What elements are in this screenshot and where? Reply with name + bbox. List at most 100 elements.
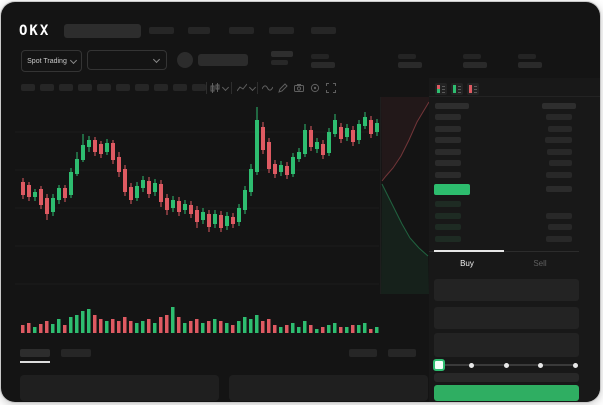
- candle: [183, 204, 187, 210]
- camera-icon[interactable]: [294, 83, 304, 93]
- timeframe-button[interactable]: [21, 84, 35, 91]
- nav-item[interactable]: [149, 27, 174, 34]
- timeframe-button[interactable]: [135, 84, 149, 91]
- book-asks-icon[interactable]: [467, 83, 479, 95]
- volume-bar: [369, 329, 373, 333]
- candle: [363, 117, 367, 126]
- volume-bar: [99, 319, 103, 333]
- nav-item[interactable]: [188, 27, 210, 34]
- slider-stop[interactable]: [469, 363, 474, 368]
- tab-sell[interactable]: Sell: [533, 259, 547, 268]
- ask-price[interactable]: [435, 172, 461, 178]
- candle: [285, 166, 289, 175]
- amount-field[interactable]: [434, 307, 579, 329]
- ask-price[interactable]: [435, 160, 461, 166]
- volume-bar: [177, 317, 181, 333]
- volume-bar: [189, 321, 193, 333]
- volume-bar: [63, 325, 67, 333]
- market-type-dropdown[interactable]: Spot Trading: [21, 50, 82, 72]
- ask-price[interactable]: [435, 126, 461, 132]
- pair-selector-dropdown[interactable]: [87, 50, 167, 70]
- total-field[interactable]: [434, 333, 579, 357]
- volume-bar: [225, 323, 229, 333]
- buy-submit-button[interactable]: [434, 385, 579, 401]
- bid-price[interactable]: [435, 236, 461, 242]
- slider-stop[interactable]: [573, 363, 578, 368]
- volume-bar: [285, 325, 289, 333]
- slider-handle[interactable]: [433, 359, 445, 371]
- bid-price[interactable]: [435, 213, 461, 219]
- search-input[interactable]: [64, 24, 141, 38]
- depth-bids-area: [381, 184, 429, 294]
- toolbar-divider: [257, 82, 258, 94]
- draw-tool-icon[interactable]: [278, 83, 288, 93]
- price-field[interactable]: [434, 279, 579, 301]
- volume-bar: [141, 321, 145, 333]
- candle: [309, 130, 313, 147]
- slider-stop[interactable]: [538, 363, 543, 368]
- candle: [63, 188, 67, 198]
- slider-stop[interactable]: [504, 363, 509, 368]
- candle: [93, 140, 97, 152]
- nav-item[interactable]: [269, 27, 294, 34]
- ticker-stat-label: [311, 54, 329, 59]
- last-price-highlight[interactable]: [434, 184, 470, 195]
- candle-style-icon[interactable]: [210, 83, 220, 93]
- volume-bar: [213, 319, 217, 333]
- nav-item[interactable]: [311, 27, 336, 34]
- volume-bar: [309, 325, 313, 333]
- settings-icon[interactable]: [310, 83, 320, 93]
- candle: [255, 120, 259, 172]
- bid-price[interactable]: [435, 201, 461, 207]
- indicators-icon[interactable]: [237, 83, 247, 93]
- depth-bids-line: [381, 183, 429, 257]
- volume-bar: [69, 317, 73, 333]
- candle: [249, 169, 253, 192]
- book-bids-icon[interactable]: [451, 83, 463, 95]
- volume-bar: [195, 319, 199, 333]
- volume-bar: [105, 321, 109, 333]
- candle: [345, 128, 349, 137]
- candle: [201, 212, 205, 220]
- ticker-stat-label: [518, 54, 536, 59]
- timeframe-button[interactable]: [97, 84, 111, 91]
- candle: [339, 127, 343, 139]
- bottom-tab-orders[interactable]: [20, 349, 50, 357]
- nav-item[interactable]: [229, 27, 254, 34]
- ask-price[interactable]: [435, 149, 461, 155]
- candle: [165, 198, 169, 210]
- ticker-stat-value: [311, 62, 335, 68]
- volume-bar: [327, 325, 331, 333]
- ask-price[interactable]: [435, 137, 461, 143]
- bid-amount: [546, 236, 572, 242]
- candle: [327, 132, 331, 153]
- bottom-tab-history[interactable]: [61, 349, 91, 357]
- timeframe-button[interactable]: [40, 84, 54, 91]
- bottom-action-placeholder[interactable]: [349, 349, 377, 357]
- timeframe-button[interactable]: [154, 84, 168, 91]
- fullscreen-icon[interactable]: [326, 83, 336, 93]
- candle: [123, 169, 127, 192]
- candle: [303, 130, 307, 154]
- timeframe-button[interactable]: [192, 84, 206, 91]
- timeframe-button[interactable]: [78, 84, 92, 91]
- candle: [27, 185, 31, 197]
- timeframe-button[interactable]: [59, 84, 73, 91]
- candle: [237, 208, 241, 222]
- volume-bar: [159, 317, 163, 333]
- volume-bar: [75, 315, 79, 333]
- ask-price[interactable]: [435, 114, 461, 120]
- book-both-icon[interactable]: [435, 83, 447, 95]
- timeframe-button[interactable]: [173, 84, 187, 91]
- tab-buy[interactable]: Buy: [460, 259, 474, 268]
- candle: [111, 143, 115, 160]
- volume-bar: [261, 321, 265, 333]
- volume-bar: [249, 319, 253, 333]
- bottom-action-placeholder[interactable]: [388, 349, 416, 357]
- bid-price[interactable]: [435, 224, 461, 230]
- line-tool-icon[interactable]: [262, 84, 273, 92]
- timeframe-button[interactable]: [116, 84, 130, 91]
- candle: [159, 184, 163, 202]
